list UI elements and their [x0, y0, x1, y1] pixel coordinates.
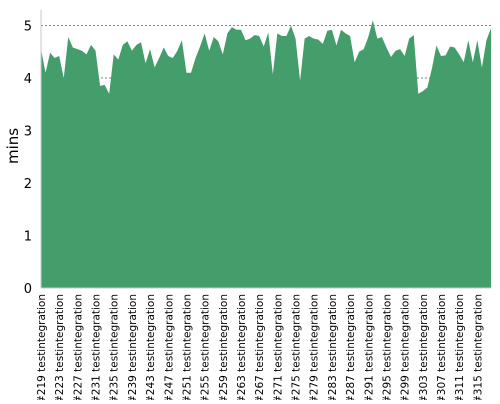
x-tick-label: #307 testintegration: [436, 294, 448, 400]
y-tick-label: 2: [24, 177, 32, 192]
y-tick-label: 1: [24, 230, 32, 245]
x-tick-label: #287 testintegration: [345, 294, 357, 400]
x-tick-label: #259 testintegration: [218, 294, 230, 400]
x-tick-label: #291 testintegration: [363, 294, 375, 400]
x-tick-label: #223 testintegration: [54, 294, 66, 400]
x-tick-label: #231 testintegration: [91, 294, 103, 400]
x-tick-label: #295 testintegration: [381, 294, 393, 400]
x-tick-label: #267 testintegration: [254, 294, 266, 400]
x-tick-label: #219 testintegration: [36, 294, 48, 400]
x-tick-labels: #219 testintegration #223 testintegration…: [36, 294, 484, 404]
x-tick-label: #315 testintegration: [472, 294, 484, 400]
y-tick-label: 4: [24, 72, 32, 87]
y-axis-label: mins: [4, 128, 22, 164]
y-tick-label: 5: [24, 20, 32, 35]
x-tick-label: #263 testintegration: [236, 294, 248, 400]
x-tick-label: #235 testintegration: [109, 294, 121, 400]
y-tick-labels: 0 1 2 3 4 5: [24, 20, 32, 298]
y-tick-label: 3: [24, 125, 32, 140]
x-tick-label: #227 testintegration: [72, 294, 84, 400]
series-area: [41, 20, 491, 288]
x-tick-label: #239 testintegration: [127, 294, 139, 400]
x-tick-label: #311 testintegration: [454, 294, 466, 400]
x-tick-label: #247 testintegration: [163, 294, 175, 400]
x-tick-label: #275 testintegration: [291, 294, 303, 400]
x-tick-label: #243 testintegration: [145, 294, 157, 400]
x-tick-label: #279 testintegration: [309, 294, 321, 400]
x-tick-label: #271 testintegration: [272, 294, 284, 400]
x-tick-label: #299 testintegration: [400, 294, 412, 400]
y-tick-label: 0: [24, 282, 32, 297]
x-tick-label: #255 testintegration: [200, 294, 212, 400]
axes: [40, 10, 491, 289]
x-tick-label: #251 testintegration: [181, 294, 193, 400]
area-series: [41, 20, 491, 288]
x-tick-label: #283 testintegration: [327, 294, 339, 400]
x-tick-label: #303 testintegration: [418, 294, 430, 400]
